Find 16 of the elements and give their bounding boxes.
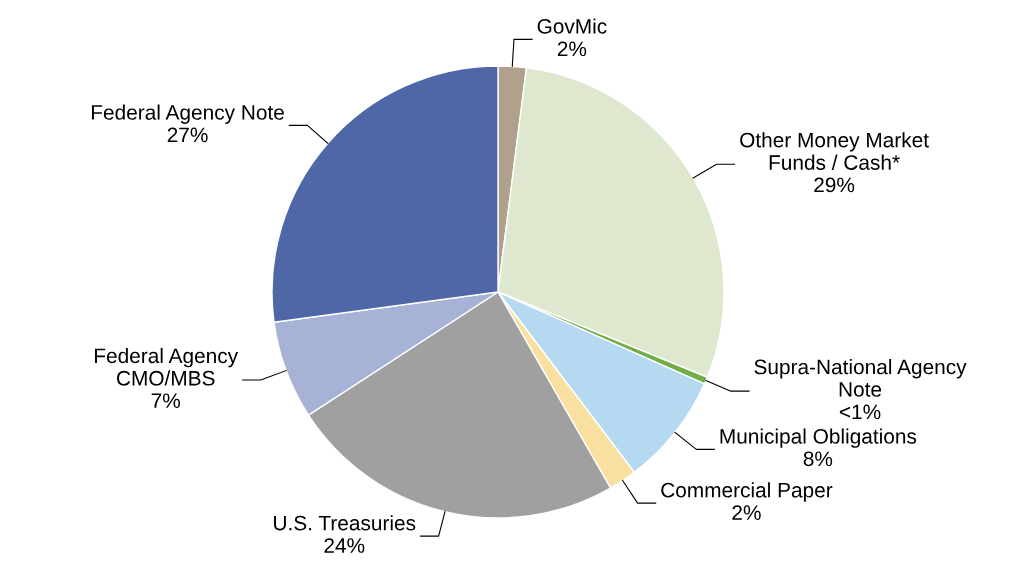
- slice-label: Other Money Market Funds / Cash*: [740, 132, 929, 170]
- slice-label: Federal Agency Note: [91, 104, 284, 124]
- slice-label: Federal Agency CMO/MBS: [95, 347, 239, 386]
- data-label: 2%: [732, 505, 761, 520]
- slice-label: U.S. Treasuries: [274, 515, 416, 531]
- slice-label: GovMic: [537, 18, 607, 34]
- slice-label: Supra-National Agency Note: [754, 359, 967, 397]
- slice-label: Commercial Paper: [661, 482, 833, 502]
- data-label: 2%: [557, 41, 587, 57]
- data-label: 7%: [151, 393, 181, 408]
- data-label: <1%: [839, 404, 881, 420]
- data-label: 24%: [324, 538, 365, 553]
- slice-label: Municipal Obligations: [720, 428, 917, 448]
- data-label: 27%: [167, 127, 208, 143]
- data-label: 29%: [814, 177, 855, 193]
- data-label: 8%: [803, 451, 833, 467]
